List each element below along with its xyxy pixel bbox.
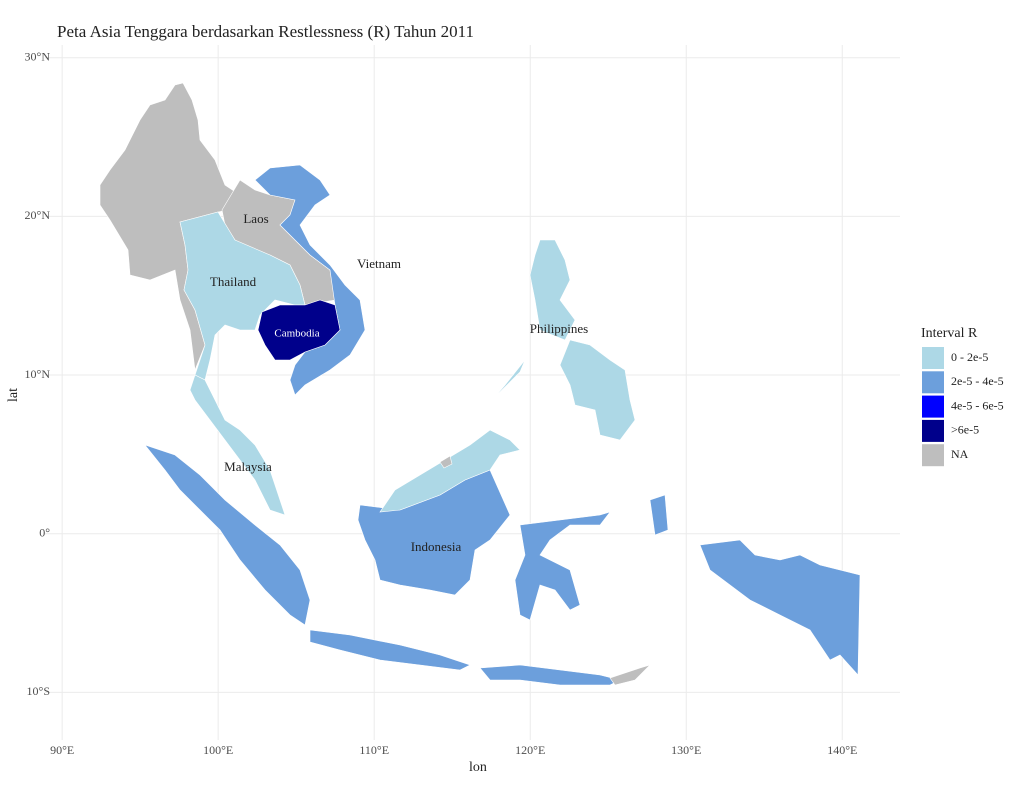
legend-label: >6e-5 [951, 423, 979, 437]
cambodia [257, 299, 341, 361]
timor-leste [609, 664, 651, 686]
region-label: Philippines [530, 321, 589, 336]
nusa-tenggara [479, 664, 621, 686]
y-tick-label: 20°N [25, 208, 51, 222]
legend-swatch [922, 419, 944, 442]
y-axis-label: lat [6, 388, 21, 402]
x-tick-label: 130°E [671, 743, 701, 757]
sulawesi [514, 511, 611, 621]
myanmar [99, 82, 241, 371]
region-label: Cambodia [274, 328, 319, 340]
legend-label: 4e-5 - 6e-5 [951, 398, 1004, 412]
legend-title: Interval R [921, 326, 978, 341]
java [309, 629, 471, 671]
y-tick-label: 10°S [27, 684, 50, 698]
x-tick-label: 90°E [50, 743, 74, 757]
legend-label: 2e-5 - 4e-5 [951, 374, 1004, 388]
legend: 0 - 2e-5 2e-5 - 4e-5 4e-5 - 6e-5 >6e-5 NA [922, 347, 1004, 467]
title: Peta Asia Tenggara berdasarkan Restlessn… [57, 22, 474, 41]
legend-swatch [922, 371, 944, 394]
malaysia-peninsula [189, 374, 286, 516]
sumatra [144, 444, 311, 626]
region-label: Malaysia [224, 459, 272, 474]
region-label: Thailand [210, 274, 257, 289]
thailand [179, 211, 306, 381]
countries [99, 82, 861, 686]
legend-swatch [922, 444, 944, 467]
vietnam [254, 164, 366, 396]
x-tick-label: 110°E [359, 743, 389, 757]
papua [699, 539, 861, 676]
x-tick-label: 120°E [515, 743, 545, 757]
luzon [529, 239, 576, 341]
brunei [439, 455, 453, 469]
legend-swatch [922, 395, 944, 418]
y-tick-label: 30°N [25, 49, 51, 63]
region-label: Laos [243, 211, 268, 226]
region-label: Indonesia [411, 539, 462, 554]
region-label: Vietnam [357, 256, 401, 271]
mindanao-visayas [559, 339, 636, 441]
y-tick-label: 10°N [25, 367, 51, 381]
legend-label: NA [951, 447, 969, 461]
x-tick-label: 100°E [203, 743, 233, 757]
halmahera [649, 494, 669, 536]
x-axis-label: lon [469, 760, 487, 775]
legend-label: 0 - 2e-5 [951, 350, 988, 364]
legend-swatch [922, 347, 944, 369]
x-tick-label: 140°E [827, 743, 857, 757]
palawan [491, 359, 526, 401]
grid [45, 45, 900, 740]
y-tick-label: 0° [39, 525, 50, 539]
